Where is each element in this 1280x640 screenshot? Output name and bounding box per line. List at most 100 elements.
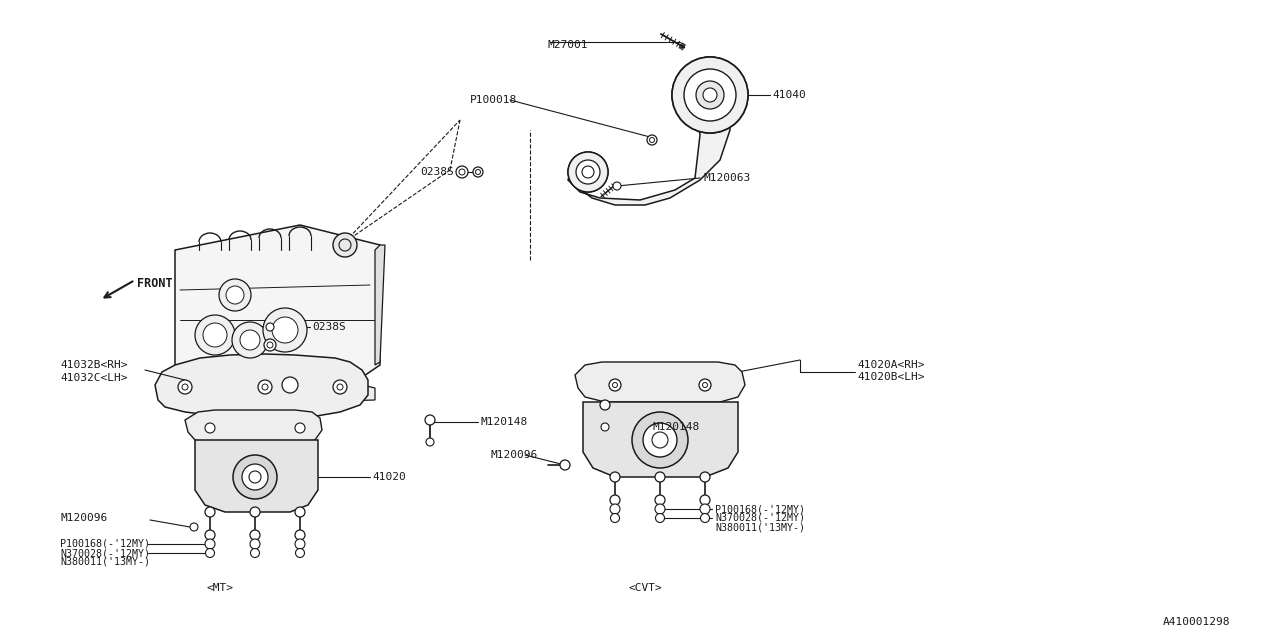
Circle shape bbox=[296, 548, 305, 557]
Circle shape bbox=[268, 342, 273, 348]
Circle shape bbox=[632, 412, 689, 468]
Text: <CVT>: <CVT> bbox=[628, 583, 662, 593]
Circle shape bbox=[611, 504, 620, 514]
Circle shape bbox=[205, 507, 215, 517]
Circle shape bbox=[643, 423, 677, 457]
Text: N380011('13MY-): N380011('13MY-) bbox=[716, 523, 805, 533]
Circle shape bbox=[456, 166, 468, 178]
Circle shape bbox=[425, 415, 435, 425]
Circle shape bbox=[700, 495, 710, 505]
Text: 41040: 41040 bbox=[772, 90, 805, 100]
Circle shape bbox=[182, 384, 188, 390]
Circle shape bbox=[475, 170, 480, 175]
Circle shape bbox=[700, 504, 710, 514]
Circle shape bbox=[259, 380, 273, 394]
Circle shape bbox=[646, 135, 657, 145]
Circle shape bbox=[696, 81, 724, 109]
Text: M120148: M120148 bbox=[480, 417, 527, 427]
Text: <MT>: <MT> bbox=[206, 583, 233, 593]
Circle shape bbox=[655, 472, 666, 482]
Circle shape bbox=[609, 379, 621, 391]
Circle shape bbox=[613, 383, 617, 387]
Circle shape bbox=[219, 279, 251, 311]
Circle shape bbox=[576, 160, 600, 184]
Circle shape bbox=[178, 380, 192, 394]
Circle shape bbox=[333, 233, 357, 257]
Text: 41032C<LH>: 41032C<LH> bbox=[60, 373, 128, 383]
Text: 41020: 41020 bbox=[372, 472, 406, 482]
Circle shape bbox=[474, 167, 483, 177]
Circle shape bbox=[703, 88, 717, 102]
Polygon shape bbox=[186, 370, 375, 402]
Circle shape bbox=[672, 57, 748, 133]
Circle shape bbox=[232, 322, 268, 358]
Circle shape bbox=[250, 539, 260, 549]
Polygon shape bbox=[155, 354, 369, 420]
Circle shape bbox=[294, 507, 305, 517]
Circle shape bbox=[649, 138, 654, 143]
Circle shape bbox=[684, 69, 736, 121]
Text: P100018: P100018 bbox=[470, 95, 517, 105]
Circle shape bbox=[262, 308, 307, 352]
Circle shape bbox=[568, 152, 608, 192]
Circle shape bbox=[600, 400, 611, 410]
Circle shape bbox=[294, 530, 305, 540]
Circle shape bbox=[233, 455, 276, 499]
Circle shape bbox=[576, 160, 600, 184]
Text: N380011('13MY-): N380011('13MY-) bbox=[60, 557, 150, 567]
Circle shape bbox=[672, 57, 748, 133]
Text: 41020A<RH>: 41020A<RH> bbox=[858, 360, 924, 370]
Circle shape bbox=[273, 317, 298, 343]
Text: 0238S: 0238S bbox=[420, 167, 453, 177]
Circle shape bbox=[189, 523, 198, 531]
Circle shape bbox=[426, 438, 434, 446]
Circle shape bbox=[611, 513, 620, 522]
Circle shape bbox=[602, 423, 609, 431]
Circle shape bbox=[294, 539, 305, 549]
Circle shape bbox=[204, 323, 227, 347]
Circle shape bbox=[242, 464, 268, 490]
Circle shape bbox=[251, 548, 260, 557]
Circle shape bbox=[333, 380, 347, 394]
Circle shape bbox=[561, 460, 570, 470]
Text: N370028(-'12MY): N370028(-'12MY) bbox=[60, 548, 150, 558]
Circle shape bbox=[703, 88, 717, 102]
Circle shape bbox=[250, 507, 260, 517]
Polygon shape bbox=[175, 225, 380, 390]
Text: M120148: M120148 bbox=[652, 422, 699, 432]
Polygon shape bbox=[582, 402, 739, 477]
Circle shape bbox=[696, 81, 724, 109]
Circle shape bbox=[655, 504, 666, 514]
Circle shape bbox=[227, 286, 244, 304]
Text: P100168(-'12MY): P100168(-'12MY) bbox=[716, 504, 805, 514]
Circle shape bbox=[655, 513, 664, 522]
Text: P100168(-'12MY): P100168(-'12MY) bbox=[60, 539, 150, 549]
Circle shape bbox=[205, 539, 215, 549]
Polygon shape bbox=[568, 92, 730, 205]
Circle shape bbox=[703, 383, 708, 387]
Circle shape bbox=[206, 548, 215, 557]
Text: 41032B<RH>: 41032B<RH> bbox=[60, 360, 128, 370]
Text: 41020B<LH>: 41020B<LH> bbox=[858, 372, 924, 382]
Text: M120096: M120096 bbox=[490, 450, 538, 460]
Text: 0238S: 0238S bbox=[312, 322, 346, 332]
Circle shape bbox=[700, 472, 710, 482]
Circle shape bbox=[241, 330, 260, 350]
Circle shape bbox=[262, 384, 268, 390]
Circle shape bbox=[205, 423, 215, 433]
Text: M120063: M120063 bbox=[703, 173, 750, 183]
Circle shape bbox=[264, 339, 276, 351]
Text: N370028(-'12MY): N370028(-'12MY) bbox=[716, 513, 805, 523]
Text: A410001298: A410001298 bbox=[1162, 617, 1230, 627]
Circle shape bbox=[294, 423, 305, 433]
Circle shape bbox=[611, 472, 620, 482]
Circle shape bbox=[282, 377, 298, 393]
Text: FRONT: FRONT bbox=[137, 276, 173, 289]
Circle shape bbox=[655, 495, 666, 505]
Text: M120096: M120096 bbox=[60, 513, 108, 523]
Circle shape bbox=[250, 530, 260, 540]
Circle shape bbox=[611, 495, 620, 505]
Polygon shape bbox=[195, 440, 317, 512]
Circle shape bbox=[568, 152, 608, 192]
Polygon shape bbox=[186, 410, 323, 445]
